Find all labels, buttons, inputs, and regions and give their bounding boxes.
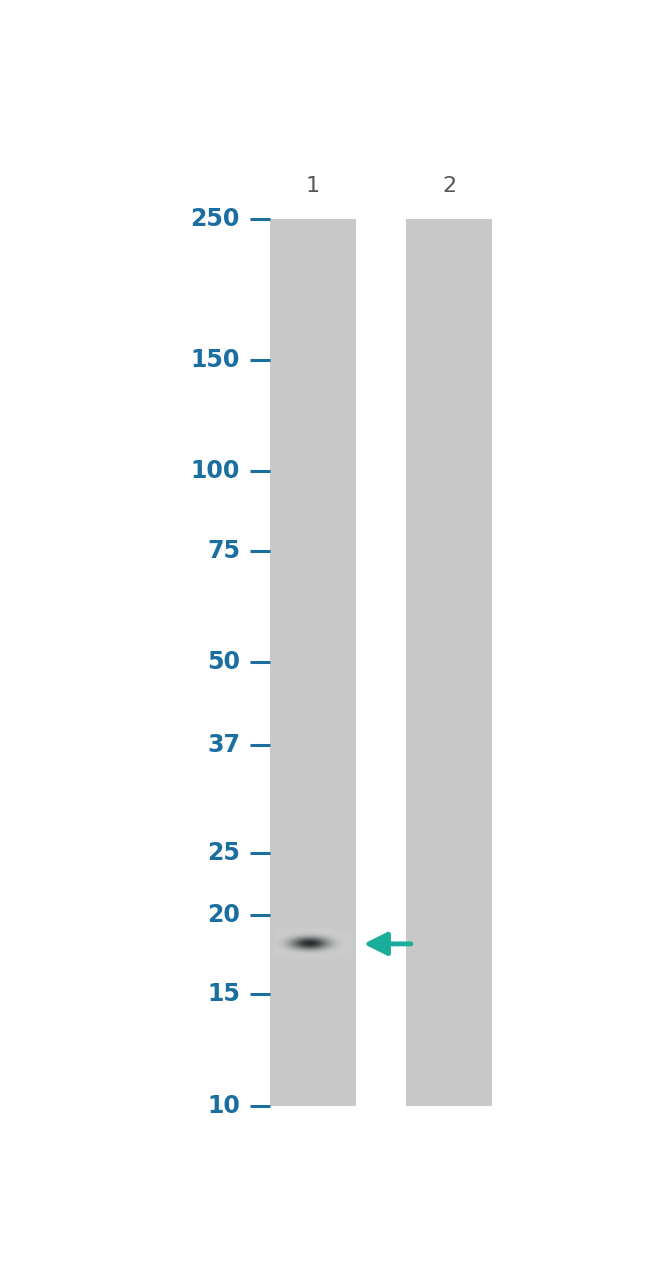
Text: 10: 10 xyxy=(207,1093,240,1118)
Text: 15: 15 xyxy=(207,982,240,1006)
Text: 25: 25 xyxy=(207,841,240,865)
Text: 20: 20 xyxy=(207,903,240,927)
Text: 1: 1 xyxy=(306,177,320,197)
Text: 37: 37 xyxy=(207,733,240,757)
Text: 150: 150 xyxy=(190,348,240,372)
Text: 100: 100 xyxy=(190,460,240,484)
Text: 250: 250 xyxy=(190,207,240,231)
Text: 50: 50 xyxy=(207,650,240,674)
Bar xyxy=(406,218,492,1106)
Text: 75: 75 xyxy=(207,538,240,563)
Bar xyxy=(270,218,356,1106)
Text: 2: 2 xyxy=(442,177,456,197)
